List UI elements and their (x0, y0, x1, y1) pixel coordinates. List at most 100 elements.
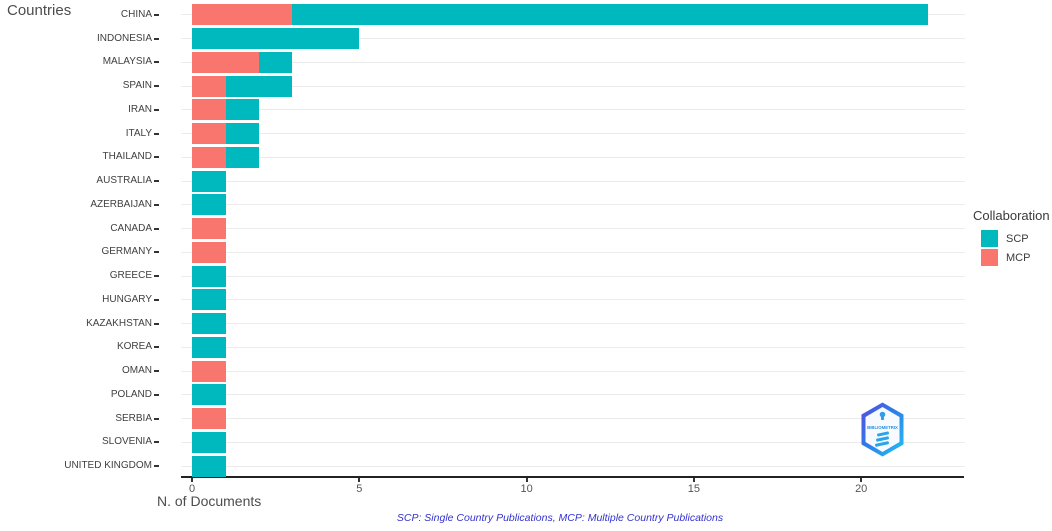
y-axis-tick (154, 156, 159, 159)
legend-swatch-mcp (981, 249, 998, 266)
x-axis-tick (860, 478, 863, 482)
category-label: AUSTRALIA (96, 175, 152, 187)
y-axis-tick (154, 132, 159, 135)
category-label: KOREA (116, 341, 152, 353)
gridline (181, 61, 965, 63)
category-label: INDONESIA (96, 32, 152, 44)
category-label: POLAND (110, 388, 152, 400)
y-axis-tick (154, 227, 159, 230)
category-label: UNITED KINGDOM (64, 460, 152, 472)
gridline (181, 275, 965, 277)
gridline (181, 180, 965, 182)
gridline (181, 38, 965, 39)
y-axis-tick (154, 275, 159, 278)
gridline (181, 441, 965, 443)
y-axis-tick (154, 441, 159, 444)
category-label: CHINA (120, 8, 152, 20)
bar-segment-mcp (192, 75, 226, 97)
bar-segment-scp (192, 336, 226, 358)
bar-segment-scp (292, 4, 929, 26)
category-label: GREECE (109, 270, 152, 282)
y-axis-tick (154, 13, 159, 16)
bibliometrix-logo-icon: BIBLIOMETRIX (861, 402, 904, 457)
gridline (181, 299, 965, 301)
x-tick-label: 15 (687, 483, 701, 495)
y-axis-tick (154, 322, 159, 325)
gridline (181, 228, 965, 230)
bar-segment-mcp (192, 146, 226, 168)
category-label: SLOVENIA (101, 436, 152, 448)
gridline (181, 109, 965, 111)
gridline (181, 465, 965, 467)
legend-item-scp: SCP (973, 230, 1050, 247)
legend-title: Collaboration (973, 208, 1050, 223)
gridline (181, 346, 965, 348)
bar-segment-mcp (192, 99, 226, 121)
y-axis-tick (154, 393, 159, 396)
bar-segment-scp (258, 51, 293, 73)
gridline (181, 370, 965, 372)
bar-segment-scp (225, 123, 259, 145)
bar-segment-scp (192, 384, 226, 406)
bar-segment-scp (192, 170, 226, 192)
gridline (181, 85, 965, 87)
gridline (181, 133, 965, 135)
bar-segment-scp (192, 289, 226, 311)
bar-segment-mcp (192, 241, 226, 263)
legend-swatch-scp (981, 230, 998, 247)
bar-segment-mcp (192, 218, 226, 240)
y-axis-tick (154, 180, 159, 183)
y-axis-title: Countries (7, 2, 72, 19)
gridline (181, 323, 965, 325)
bar-segment-scp (192, 194, 226, 216)
gridline (181, 394, 965, 396)
category-label: GERMANY (101, 246, 152, 258)
legend-item-mcp: MCP (973, 249, 1050, 266)
y-axis-tick (154, 61, 159, 64)
gridline (181, 156, 965, 158)
category-label: CANADA (110, 222, 152, 234)
y-axis-tick (154, 37, 159, 40)
y-axis-tick (154, 85, 159, 87)
bibliometrix-logo-text: BIBLIOMETRIX (867, 425, 898, 430)
x-tick-label: 20 (855, 483, 868, 495)
bar-segment-scp (192, 431, 226, 453)
x-tick-label: 10 (520, 483, 533, 495)
y-axis-tick (154, 417, 159, 420)
bar-segment-scp (192, 455, 226, 477)
category-label: SERBIA (115, 412, 152, 424)
y-axis-tick (154, 108, 159, 111)
bar-segment-mcp (192, 408, 226, 430)
chart-caption: SCP: Single Country Publications, MCP: M… (396, 512, 724, 524)
bar-segment-mcp (192, 51, 259, 73)
x-axis-tick (358, 478, 361, 482)
category-label: AZERBAIJAN (90, 198, 152, 210)
category-label: IRAN (128, 103, 152, 115)
bar-segment-mcp (192, 360, 226, 382)
category-label: OMAN (122, 365, 152, 377)
y-axis-tick (154, 251, 159, 254)
category-label: MALAYSIA (102, 56, 152, 68)
category-label: KAZAKHSTAN (86, 317, 152, 329)
category-label: THAILAND (102, 151, 152, 163)
y-axis-tick (154, 298, 159, 301)
y-axis-tick (154, 346, 159, 349)
category-label: ITALY (125, 127, 152, 139)
x-axis-line (181, 476, 964, 478)
legend: Collaboration SCP MCP (973, 208, 1050, 268)
x-axis-tick (692, 478, 695, 482)
bar-segment-scp (225, 75, 293, 97)
gridline (181, 204, 965, 206)
x-tick-label: 0 (188, 483, 196, 495)
category-label: HUNGARY (102, 293, 152, 305)
category-label: SPAIN (122, 80, 152, 91)
bar-segment-scp (192, 265, 226, 287)
legend-item-label: MCP (1006, 251, 1031, 264)
bar-segment-mcp (192, 123, 226, 145)
bar-segment-scp (192, 28, 360, 49)
legend-item-label: SCP (1006, 232, 1029, 245)
bar-segment-scp (192, 313, 226, 335)
x-axis-tick (525, 478, 528, 482)
x-tick-label: 5 (356, 483, 363, 495)
